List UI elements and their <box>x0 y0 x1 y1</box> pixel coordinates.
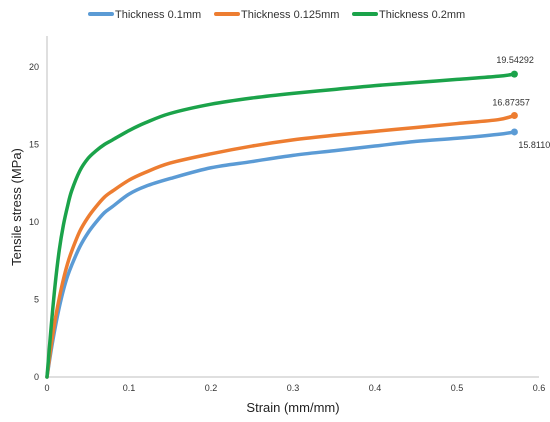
series-line-2 <box>45 72 517 379</box>
y-tick-label-4: 20 <box>29 62 39 72</box>
x-tick-label-2: 0.2 <box>205 383 218 393</box>
legend-item-1: Thickness 0.125mm <box>214 9 339 21</box>
legend-label-0: Thickness 0.1mm <box>115 9 201 21</box>
series-end-point-2 <box>510 70 518 78</box>
y-tick-label-3: 15 <box>29 140 39 150</box>
x-tick-label-5: 0.5 <box>451 383 464 393</box>
legend-item-2: Thickness 0.2mm <box>352 9 465 21</box>
series-end-label-2: 19.54292 <box>496 55 534 65</box>
x-tick-label-3: 0.3 <box>287 383 300 393</box>
legend: Thickness 0.1mm Thickness 0.125mm Thickn… <box>88 9 465 21</box>
y-tick-label-1: 5 <box>34 295 39 305</box>
x-tick-labels: 0 0.1 0.2 0.3 0.4 0.5 0.6 <box>44 383 545 393</box>
legend-item-0: Thickness 0.1mm <box>88 9 201 21</box>
y-axis-title: Tensile stress (MPa) <box>9 148 24 266</box>
x-tick-label-1: 0.1 <box>123 383 136 393</box>
x-tick-label-6: 0.6 <box>533 383 546 393</box>
series-end-label-0: 15.81103 <box>518 140 550 150</box>
series-end-label-1: 16.87357 <box>492 98 530 108</box>
series-line-0 <box>45 130 517 379</box>
series-end-point-1 <box>510 112 518 120</box>
legend-label-1: Thickness 0.125mm <box>241 9 339 21</box>
x-axis-title: Strain (mm/mm) <box>246 400 339 415</box>
series-line-1 <box>45 113 517 379</box>
series-end-point-0 <box>510 128 518 136</box>
y-tick-labels: 0 5 10 15 20 <box>29 62 39 382</box>
x-tick-label-0: 0 <box>44 383 49 393</box>
y-tick-label-2: 10 <box>29 217 39 227</box>
series-layer <box>45 70 518 379</box>
x-tick-label-4: 0.4 <box>369 383 382 393</box>
y-tick-label-0: 0 <box>34 372 39 382</box>
legend-label-2: Thickness 0.2mm <box>379 9 465 21</box>
end-labels: 15.81103 16.87357 19.54292 <box>492 55 550 150</box>
